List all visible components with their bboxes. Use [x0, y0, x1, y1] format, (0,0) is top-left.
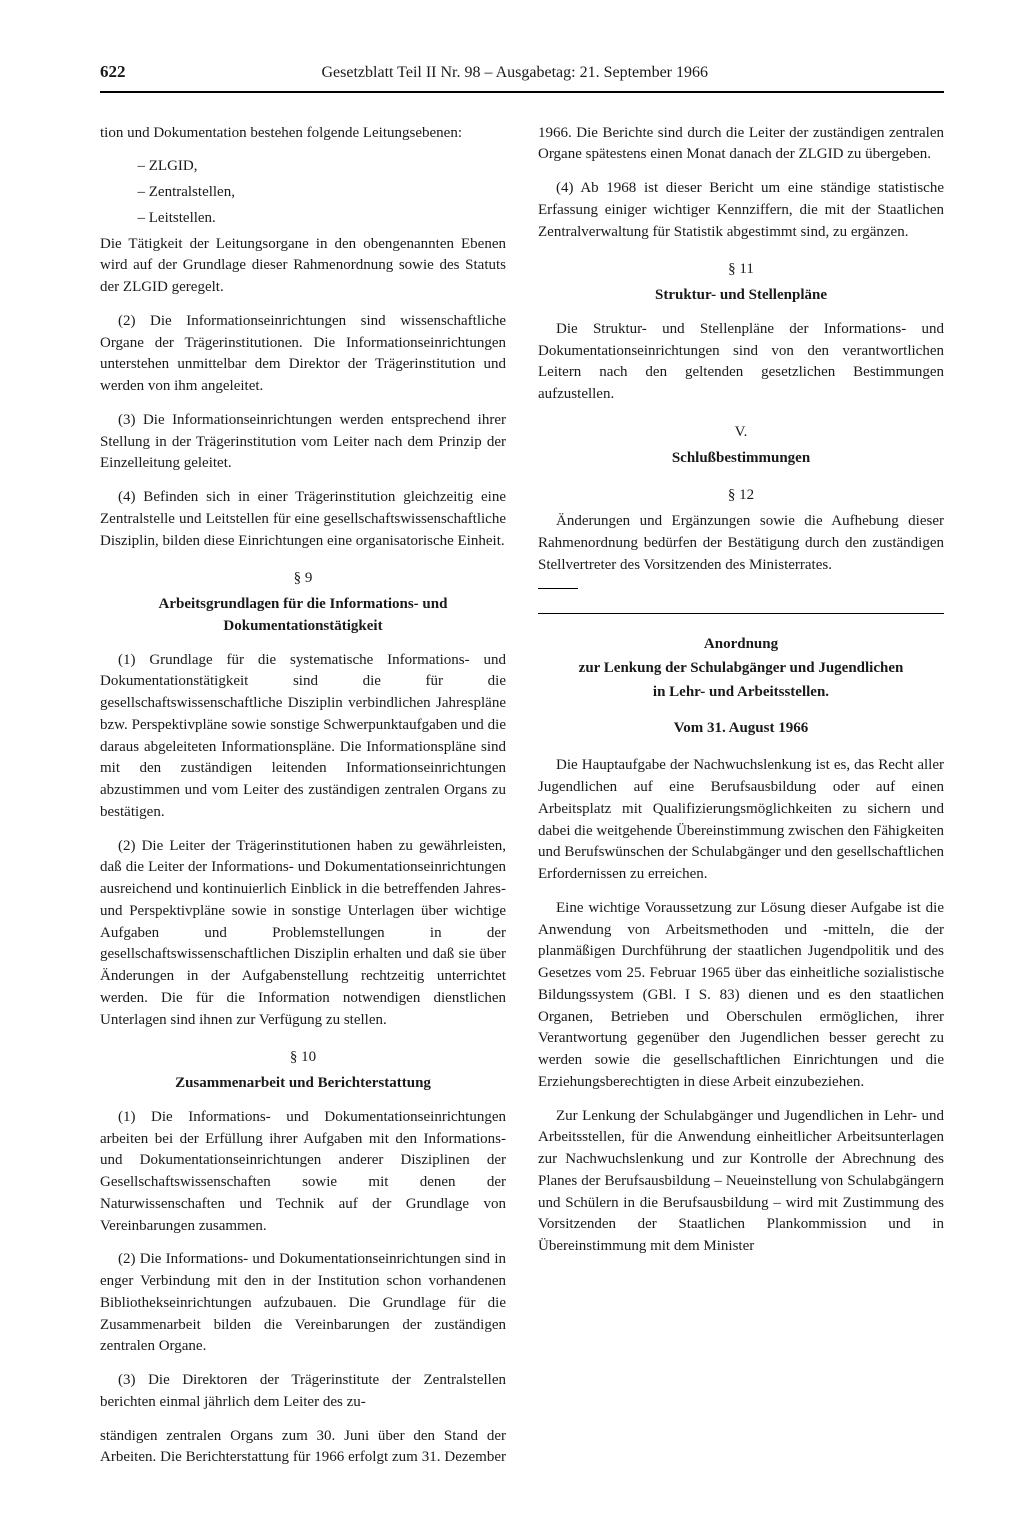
paragraph: Die Struktur- und Stellenpläne der Infor…	[538, 319, 944, 406]
paragraph: (4) Befinden sich in einer Trägerinstitu…	[100, 487, 506, 552]
ordinance-subtitle: in Lehr- und Arbeitsstellen.	[538, 682, 944, 704]
section-title: Struktur- und Stellenpläne	[538, 285, 944, 307]
ordinance-title: Anordnung	[538, 634, 944, 656]
divider	[538, 613, 944, 614]
signature-mark	[538, 588, 578, 589]
paragraph: (4) Ab 1968 ist dieser Bericht um eine s…	[538, 178, 944, 243]
section-title: Arbeitsgrundlagen für die Informations- …	[100, 594, 506, 638]
section-number: § 10	[100, 1047, 506, 1069]
page-header: 622 Gesetzblatt Teil II Nr. 98 – Ausgabe…	[100, 60, 944, 93]
list-item: – ZLGID,	[138, 156, 507, 178]
document-body: tion und Dokumentation bestehen folgende…	[100, 123, 944, 1473]
roman-numeral: V.	[538, 422, 944, 444]
section-number: § 12	[538, 485, 944, 507]
paragraph: (3) Die Informationseinrichtungen werden…	[100, 410, 506, 475]
page-number: 622	[100, 60, 126, 85]
paragraph: Zur Lenkung der Schulabgänger und Jugend…	[538, 1106, 944, 1258]
paragraph: Die Tätigkeit der Leitungsorgane in den …	[100, 234, 506, 299]
paragraph: (2) Die Informations- und Dokumentations…	[100, 1249, 506, 1358]
paragraph: Die Hauptaufgabe der Nachwuchslenkung is…	[538, 755, 944, 886]
paragraph: Eine wichtige Voraussetzung zur Lösung d…	[538, 898, 944, 1094]
paragraph: tion und Dokumentation bestehen folgende…	[100, 123, 506, 145]
section-number: § 11	[538, 259, 944, 281]
section-title: Schlußbestimmungen	[538, 448, 944, 470]
paragraph: (1) Die Informations- und Dokumentations…	[100, 1107, 506, 1238]
ordinance-subtitle: zur Lenkung der Schulabgänger und Jugend…	[538, 658, 944, 680]
paragraph: (1) Grundlage für die systematische Info…	[100, 650, 506, 824]
list-item: – Zentralstellen,	[138, 182, 507, 204]
paragraph: (3) Die Direktoren der Trägerinstitute d…	[100, 1370, 506, 1414]
paragraph: (2) Die Informationseinrichtungen sind w…	[100, 311, 506, 398]
paragraph: (2) Die Leiter der Trägerinstitutionen h…	[100, 836, 506, 1032]
ordinance-date: Vom 31. August 1966	[538, 718, 944, 740]
header-title: Gesetzblatt Teil II Nr. 98 – Ausgabetag:…	[126, 61, 905, 84]
paragraph: Änderungen und Ergänzungen sowie die Auf…	[538, 511, 944, 576]
section-title: Zusammenarbeit und Berichterstattung	[100, 1073, 506, 1095]
list-item: – Leitstellen.	[138, 208, 507, 230]
section-number: § 9	[100, 568, 506, 590]
